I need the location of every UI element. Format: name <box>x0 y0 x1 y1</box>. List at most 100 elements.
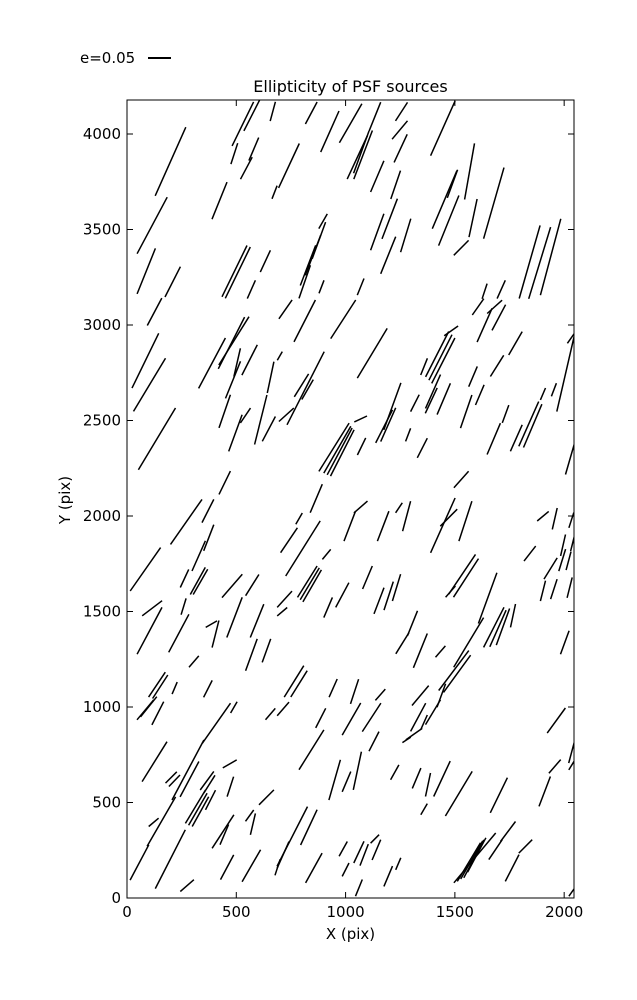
whisker <box>304 101 318 125</box>
whisker <box>559 534 567 557</box>
whisker <box>201 702 232 744</box>
whisker <box>211 181 228 220</box>
whisker <box>491 304 507 331</box>
whisker <box>527 226 552 300</box>
whisker <box>341 862 350 877</box>
whisker <box>356 278 365 296</box>
whisker <box>320 110 340 153</box>
whisker <box>218 470 232 495</box>
whisker <box>318 280 325 294</box>
whisker <box>482 606 505 648</box>
whisker <box>244 638 258 672</box>
whisker <box>436 383 452 415</box>
whisker <box>271 185 278 200</box>
whisker <box>489 609 507 648</box>
whisker <box>424 374 442 409</box>
whisker <box>420 803 428 816</box>
axes-frame <box>126 99 575 899</box>
whisker <box>276 590 293 608</box>
whisker <box>219 854 235 880</box>
whisker <box>501 404 510 424</box>
whisker <box>226 597 243 638</box>
whisker <box>168 774 181 788</box>
whisker <box>428 334 453 381</box>
whisker <box>293 299 317 343</box>
whisker <box>373 587 385 615</box>
whisker <box>136 607 163 655</box>
whisker <box>509 603 517 628</box>
whisker <box>411 685 430 706</box>
whisker <box>188 655 200 668</box>
whisker <box>453 239 470 256</box>
chart-title: Ellipticity of PSF sources <box>253 77 448 96</box>
legend-label: e=0.05 <box>80 49 136 67</box>
whisker <box>136 196 168 255</box>
whisker <box>486 422 502 455</box>
whisker <box>404 428 412 442</box>
whisker <box>211 620 220 648</box>
whisker <box>424 699 442 725</box>
whisker <box>131 332 160 389</box>
whisker <box>328 678 338 698</box>
whisker <box>504 854 520 882</box>
whisker <box>522 403 543 448</box>
x-tick-label: 500 <box>222 903 251 921</box>
whisker <box>203 524 215 552</box>
whisker <box>394 101 409 122</box>
whisker <box>285 520 321 577</box>
whisker <box>370 834 380 844</box>
legend-line-sample <box>148 57 172 59</box>
whisker <box>132 357 167 412</box>
whisker <box>328 759 342 801</box>
whisker <box>438 650 470 691</box>
whisker <box>518 839 533 854</box>
whisker <box>299 567 320 601</box>
whisker <box>298 729 325 771</box>
y-tick-label: 4000 <box>83 125 121 143</box>
whisker <box>218 394 232 429</box>
whisker <box>179 879 195 893</box>
whisker <box>222 759 238 769</box>
whisker <box>224 246 251 299</box>
whisker <box>424 331 450 378</box>
y-tick-label: 500 <box>92 793 121 811</box>
whisker <box>406 610 419 637</box>
whisker <box>543 557 558 580</box>
whisker <box>466 837 487 873</box>
whisker <box>353 500 368 514</box>
whisker <box>137 407 177 471</box>
whisker <box>151 674 169 699</box>
whisker <box>471 298 485 316</box>
legend: e=0.05 <box>80 47 172 69</box>
whisker <box>476 307 493 343</box>
whisker <box>204 789 217 811</box>
whisker <box>219 824 230 845</box>
whisker <box>352 751 363 791</box>
whisker <box>318 213 328 229</box>
whisker <box>179 569 190 588</box>
x-tick-label: 0 <box>122 903 132 921</box>
whisker <box>199 770 215 791</box>
y-axis-label: Y (pix) <box>56 475 74 525</box>
whisker <box>315 707 327 729</box>
whisker <box>330 299 357 340</box>
y-tick-label: 3000 <box>83 316 121 334</box>
whisker <box>453 470 470 489</box>
whisker <box>565 551 572 571</box>
whisker <box>276 701 290 717</box>
x-tick-label: 2000 <box>545 903 583 921</box>
whisker <box>420 358 429 376</box>
whisker <box>227 414 243 452</box>
whisker <box>489 777 509 814</box>
whisker <box>164 771 178 784</box>
whisker <box>343 510 357 542</box>
whisker <box>429 100 456 157</box>
whisker <box>368 731 380 752</box>
whisker <box>477 572 498 624</box>
whisker <box>261 416 277 442</box>
whisker <box>411 767 422 789</box>
whisker <box>264 707 276 721</box>
whisker <box>539 387 547 401</box>
whisker <box>233 348 242 377</box>
y-tick-label: 3500 <box>83 220 121 238</box>
